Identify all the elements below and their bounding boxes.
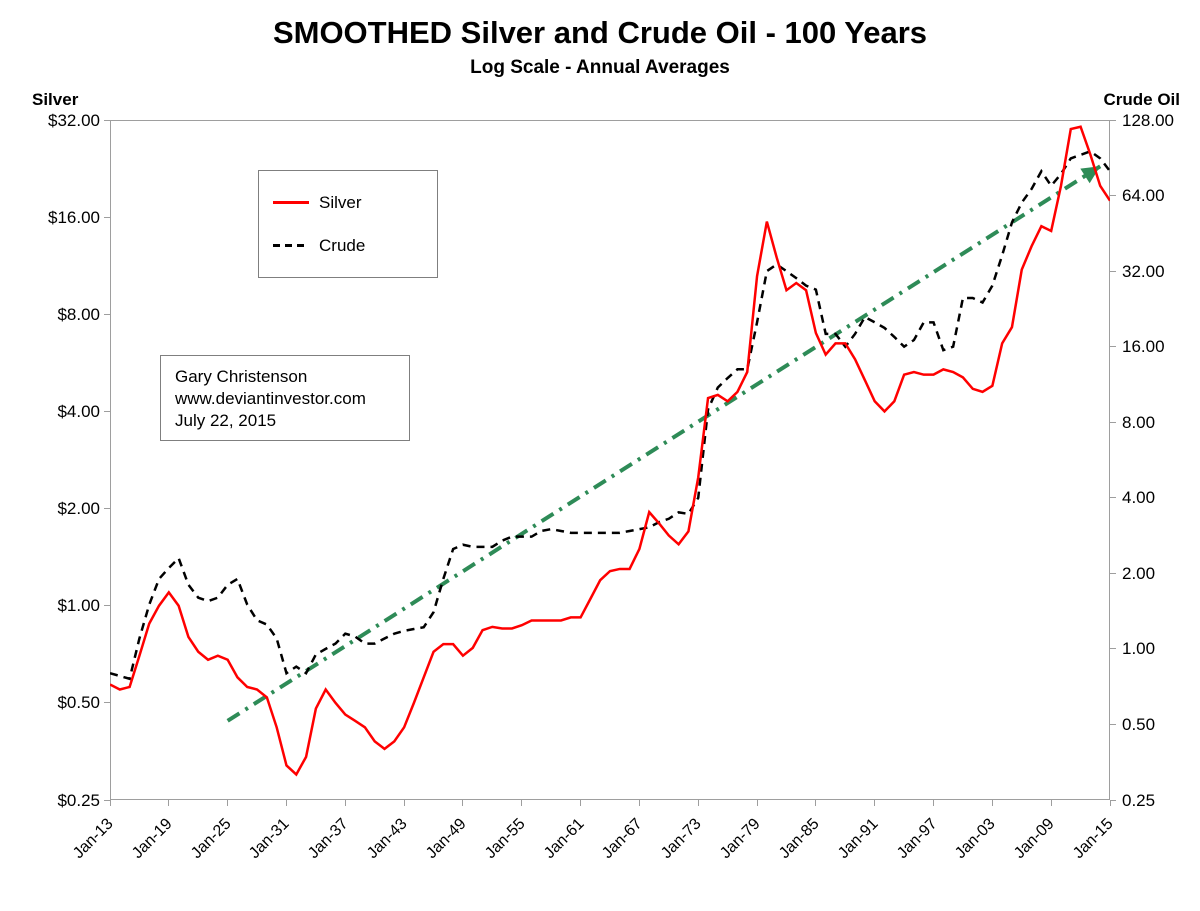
x-tick-mark xyxy=(1110,800,1111,806)
y-right-tick-label: 16.00 xyxy=(1122,337,1165,357)
x-tick-mark xyxy=(757,800,758,806)
y-right-tick-mark xyxy=(1110,120,1116,121)
y-right-tick-mark xyxy=(1110,195,1116,196)
y-right-tick-label: 4.00 xyxy=(1122,488,1155,508)
y-left-tick-label: $4.00 xyxy=(57,402,100,422)
y-right-tick-mark xyxy=(1110,800,1116,801)
y-left-tick-label: $2.00 xyxy=(57,499,100,519)
x-tick-mark xyxy=(404,800,405,806)
attribution-line: July 22, 2015 xyxy=(175,410,395,432)
y-right-tick-label: 32.00 xyxy=(1122,262,1165,282)
x-tick-mark xyxy=(580,800,581,806)
y-right-tick-label: 64.00 xyxy=(1122,186,1165,206)
x-tick-mark xyxy=(874,800,875,806)
attribution-line: www.deviantinvestor.com xyxy=(175,388,395,410)
y-left-tick-label: $1.00 xyxy=(57,596,100,616)
y-left-tick-mark xyxy=(104,508,110,509)
x-tick-mark xyxy=(992,800,993,806)
x-tick-mark xyxy=(168,800,169,806)
legend-swatch xyxy=(273,201,309,204)
legend-label: Crude xyxy=(319,236,365,256)
x-tick-mark xyxy=(286,800,287,806)
x-tick-mark xyxy=(698,800,699,806)
x-tick-mark xyxy=(227,800,228,806)
y-left-tick-mark xyxy=(104,702,110,703)
chart-container: SMOOTHED Silver and Crude Oil - 100 Year… xyxy=(0,0,1200,911)
y-right-tick-label: 0.50 xyxy=(1122,715,1155,735)
y-right-tick-label: 128.00 xyxy=(1122,111,1174,131)
y-right-tick-label: 0.25 xyxy=(1122,791,1155,811)
attribution-box: Gary Christensonwww.deviantinvestor.comJ… xyxy=(160,355,410,441)
x-tick-mark xyxy=(462,800,463,806)
legend-item: Silver xyxy=(273,189,423,217)
x-tick-mark xyxy=(815,800,816,806)
legend-label: Silver xyxy=(319,193,362,213)
y-right-tick-label: 2.00 xyxy=(1122,564,1155,584)
y-left-tick-label: $8.00 xyxy=(57,305,100,325)
x-tick-mark xyxy=(639,800,640,806)
y-right-tick-label: 1.00 xyxy=(1122,639,1155,659)
x-tick-mark xyxy=(345,800,346,806)
y-left-tick-label: $0.50 xyxy=(57,693,100,713)
y-right-tick-mark xyxy=(1110,271,1116,272)
y-left-tick-label: $0.25 xyxy=(57,791,100,811)
legend-item: Crude xyxy=(273,232,423,260)
y-right-tick-mark xyxy=(1110,346,1116,347)
x-tick-mark xyxy=(933,800,934,806)
plot-svg xyxy=(0,0,1200,911)
legend: Silver Crude xyxy=(258,170,438,278)
y-left-tick-mark xyxy=(104,217,110,218)
legend-swatch xyxy=(273,244,309,247)
y-right-tick-mark xyxy=(1110,422,1116,423)
y-left-tick-mark xyxy=(104,314,110,315)
y-left-tick-mark xyxy=(104,120,110,121)
y-right-tick-mark xyxy=(1110,724,1116,725)
y-right-tick-label: 8.00 xyxy=(1122,413,1155,433)
x-tick-mark xyxy=(110,800,111,806)
x-tick-mark xyxy=(521,800,522,806)
y-left-tick-mark xyxy=(104,605,110,606)
y-left-tick-label: $32.00 xyxy=(48,111,100,131)
y-left-tick-label: $16.00 xyxy=(48,208,100,228)
attribution-line: Gary Christenson xyxy=(175,366,395,388)
y-right-tick-mark xyxy=(1110,573,1116,574)
y-right-tick-mark xyxy=(1110,648,1116,649)
y-right-tick-mark xyxy=(1110,497,1116,498)
x-tick-mark xyxy=(1051,800,1052,806)
y-left-tick-mark xyxy=(104,411,110,412)
